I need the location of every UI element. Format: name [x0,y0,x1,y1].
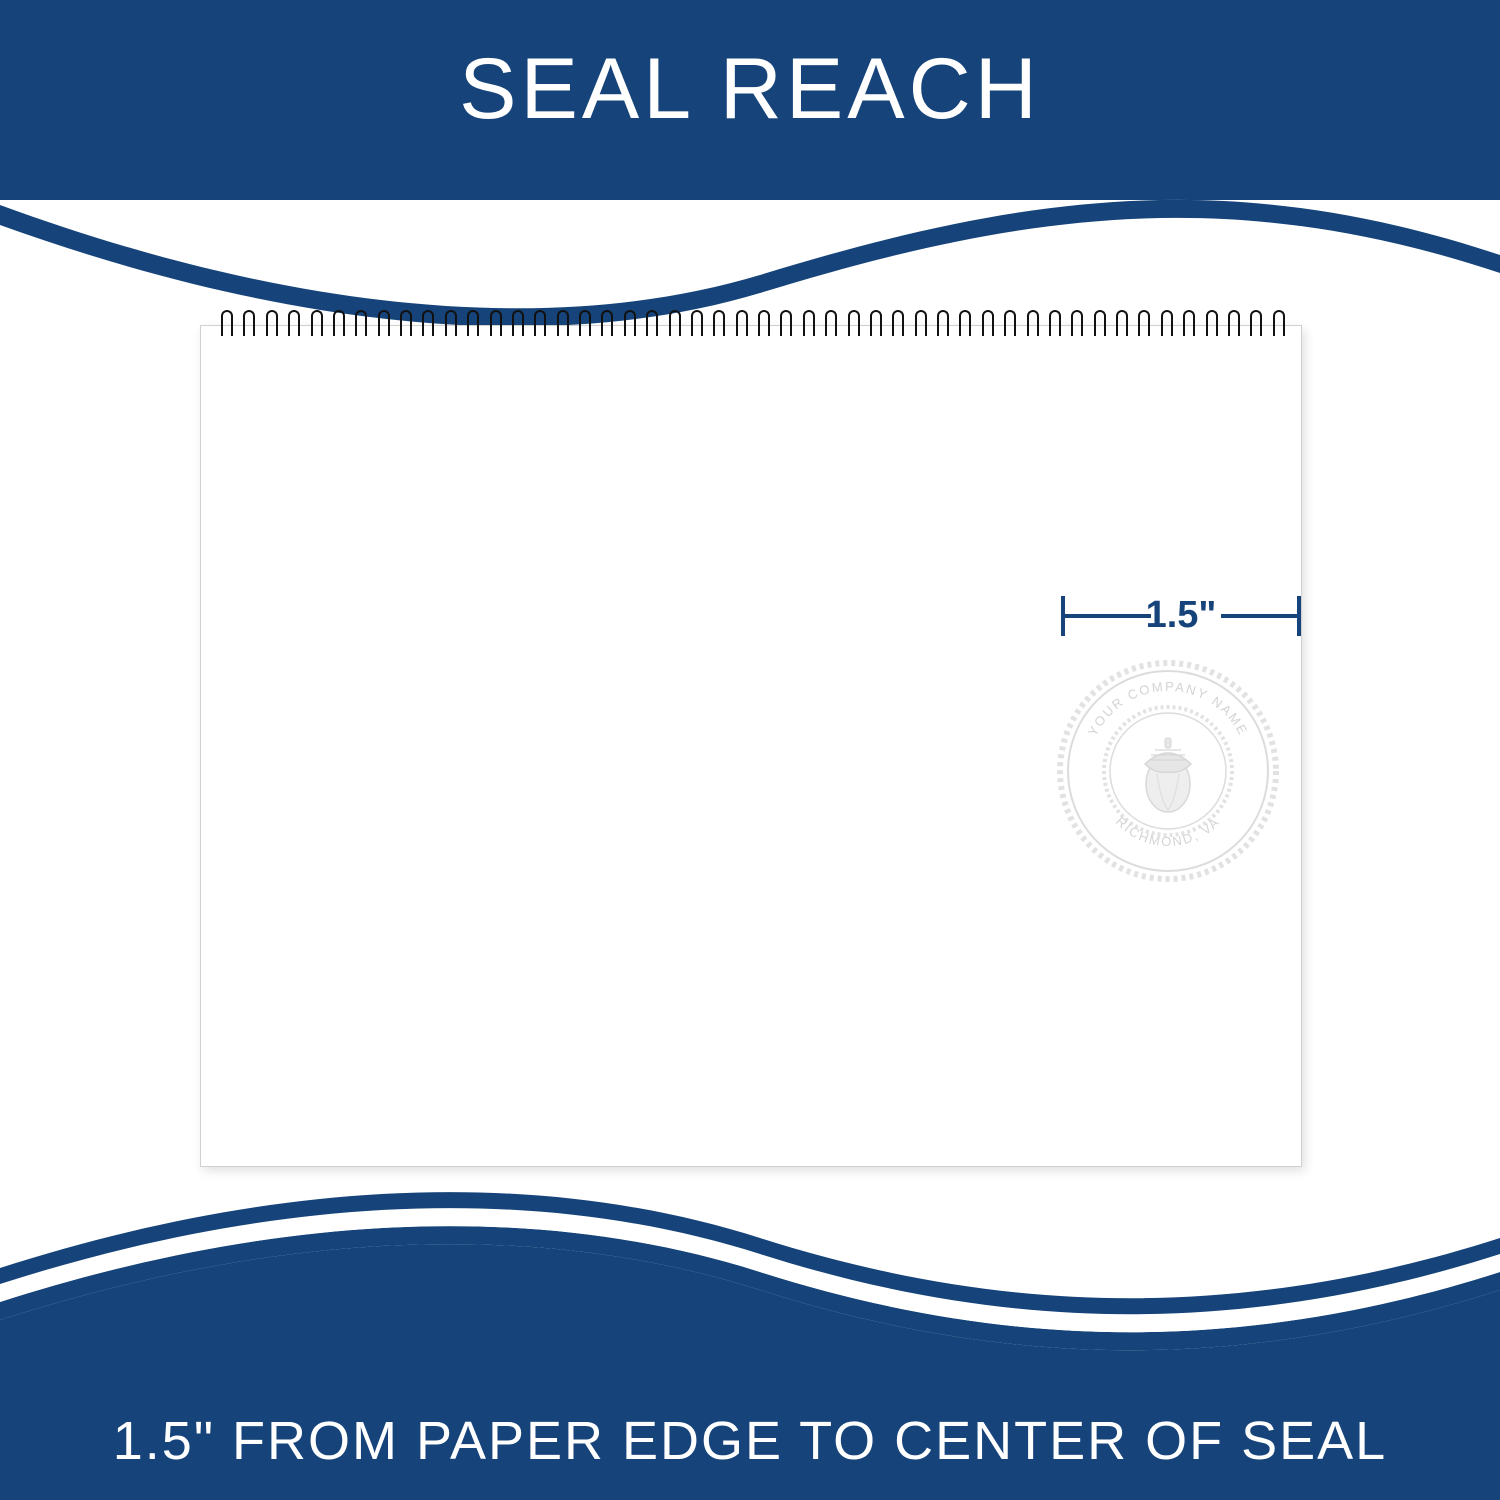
spiral-coil [622,310,634,342]
spiral-coil [510,310,522,342]
spiral-coil [1047,310,1059,342]
spiral-coil [801,310,813,342]
spiral-coil [890,310,902,342]
spiral-coil [1025,310,1037,342]
spiral-coil [1069,310,1081,342]
spiral-coil [376,310,388,342]
spiral-coil [1092,310,1104,342]
spiral-coil [443,310,455,342]
spiral-coil [577,310,589,342]
spiral-coil [644,310,656,342]
page-title: SEAL REACH [0,40,1500,139]
notepad: 1.5" YOUR COMPANY NAME RICH [200,325,1302,1167]
spiral-coil [241,310,253,342]
spiral-coil [1271,310,1283,342]
spiral-coil [778,310,790,342]
spiral-coil [913,310,925,342]
spiral-coil [353,310,365,342]
spiral-coil [264,310,276,342]
spiral-coil [1114,310,1126,342]
spiral-coil [689,310,701,342]
spiral-coil [488,310,500,342]
embossed-seal: YOUR COMPANY NAME RICHMOND, VA [1053,656,1283,886]
spiral-coil [935,310,947,342]
spiral-coil [667,310,679,342]
measure-label: 1.5" [1061,594,1301,637]
seal-location-text: RICHMOND, VA [1113,814,1223,849]
spiral-coil [331,310,343,342]
spiral-binding [219,310,1283,350]
infographic-canvas: SEAL REACH 1.5" [0,0,1500,1500]
spiral-coil [1248,310,1260,342]
spiral-coil [756,310,768,342]
spiral-coil [1002,310,1014,342]
reach-measurement: 1.5" [1061,586,1301,646]
spiral-coil [555,310,567,342]
spiral-coil [599,310,611,342]
spiral-coil [846,310,858,342]
spiral-coil [219,310,231,342]
spiral-coil [1226,310,1238,342]
acorn-icon [1145,738,1191,812]
spiral-coil [398,310,410,342]
spiral-coil [823,310,835,342]
spiral-coil [465,310,477,342]
spiral-coil [420,310,432,342]
spiral-coil [286,310,298,342]
spiral-coil [532,310,544,342]
spiral-coil [309,310,321,342]
spiral-coil [1181,310,1193,342]
footer-text: 1.5" FROM PAPER EDGE TO CENTER OF SEAL [0,1410,1500,1472]
spiral-coil [980,310,992,342]
spiral-coil [868,310,880,342]
svg-text:RICHMOND, VA: RICHMOND, VA [1113,814,1223,849]
spiral-coil [1159,310,1171,342]
spiral-coil [734,310,746,342]
spiral-coil [1204,310,1216,342]
spiral-coil [1136,310,1148,342]
spiral-coil [957,310,969,342]
spiral-coil [711,310,723,342]
